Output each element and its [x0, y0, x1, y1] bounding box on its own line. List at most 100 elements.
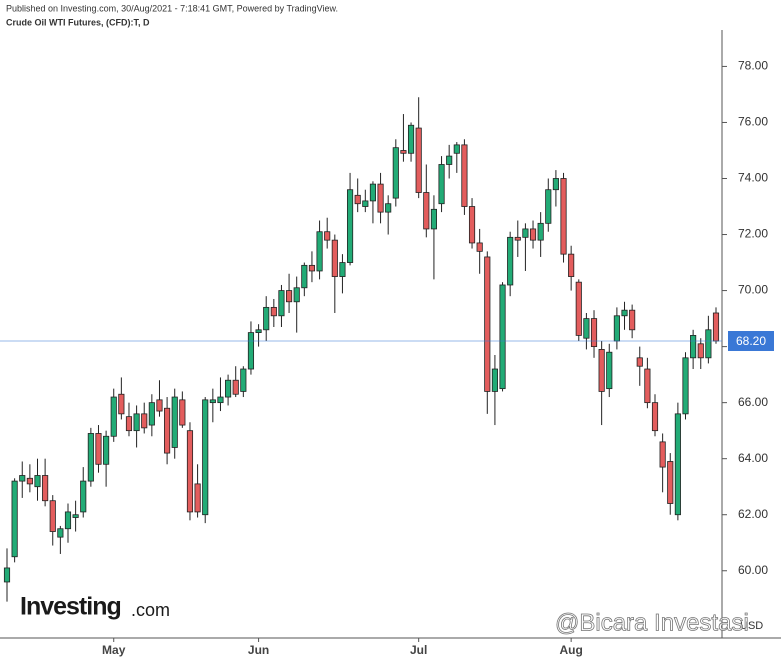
candle-body	[461, 144, 468, 207]
candle-body	[80, 480, 87, 513]
candle-body	[651, 402, 659, 432]
x-tick-label: Jun	[248, 643, 269, 657]
candle-body	[49, 500, 56, 532]
candle-body	[583, 318, 590, 339]
candle-body	[316, 231, 323, 272]
candle-body	[301, 264, 308, 289]
y-tick-label: 74.00	[738, 171, 768, 185]
candle-body	[400, 150, 407, 154]
candle-body	[697, 343, 704, 359]
logo: Investing	[20, 593, 121, 621]
candle-body	[156, 399, 163, 412]
candle-body	[629, 309, 636, 331]
candle-body	[26, 477, 33, 485]
candle-body	[34, 475, 41, 488]
candle-body	[674, 413, 681, 516]
candle-body	[331, 239, 338, 277]
candle-body	[690, 335, 697, 359]
candle-body	[568, 253, 575, 277]
candle-body	[415, 127, 422, 193]
candle-body	[308, 264, 316, 272]
candle-body	[385, 203, 392, 213]
candle-body	[354, 194, 361, 205]
candle-body	[438, 164, 445, 205]
candle-body	[575, 281, 582, 336]
last-price-box	[728, 331, 774, 352]
candle-body	[529, 228, 537, 241]
candle-body	[225, 379, 232, 398]
y-tick-label: 78.00	[738, 59, 768, 73]
last-price-label: 68.20	[736, 334, 766, 348]
candle-body	[194, 483, 201, 513]
y-tick-label: 70.00	[738, 283, 768, 297]
chart-title: Crude Oil WTI Futures, (CFD):T, D	[6, 17, 150, 27]
candle-body	[598, 349, 605, 392]
candle-body	[621, 309, 628, 317]
candle-body	[377, 183, 384, 213]
candle-body	[339, 262, 346, 277]
candle-body	[682, 357, 689, 415]
candle-body	[522, 228, 529, 238]
candle-body	[171, 396, 178, 448]
currency-label: USD	[740, 620, 763, 632]
candle-body	[64, 511, 72, 530]
candle-body	[484, 256, 491, 392]
candle-body	[148, 402, 155, 426]
candle-body	[19, 475, 26, 482]
candle-body	[644, 368, 651, 404]
candle-body	[552, 178, 559, 191]
candle-body	[72, 514, 79, 518]
logo-suffix: .com	[131, 600, 170, 620]
watermark: @Bicara Investasi	[555, 609, 749, 636]
candle-body	[407, 124, 415, 154]
candle-body	[202, 399, 209, 516]
y-tick-label: 76.00	[738, 115, 768, 129]
x-tick-label: Jul	[410, 643, 427, 657]
x-tick-label: Aug	[559, 643, 582, 657]
candle-body	[590, 318, 598, 348]
candle-body	[659, 441, 666, 468]
candle-body	[423, 192, 430, 230]
candle-body	[255, 329, 262, 333]
candle-body	[324, 231, 331, 241]
candle-body	[491, 368, 498, 392]
x-tick-label: May	[102, 643, 126, 657]
candle-body	[667, 461, 674, 504]
candle-body	[232, 379, 239, 395]
candle-body	[42, 475, 49, 502]
candle-body	[369, 183, 377, 202]
candle-body	[293, 287, 300, 303]
candle-body	[133, 413, 140, 432]
candle-body	[87, 433, 94, 482]
candle-body	[636, 357, 643, 367]
candle-body	[186, 430, 194, 513]
candle-body	[270, 306, 277, 317]
y-tick-label: 60.00	[738, 563, 768, 577]
candle-body	[118, 393, 125, 415]
candle-body	[217, 396, 224, 404]
candle-body	[57, 528, 64, 538]
candle-body	[705, 329, 712, 359]
candle-body	[103, 435, 110, 465]
publisher-note: Published on Investing.com, 30/Aug/2021 …	[6, 3, 338, 13]
y-tick-label: 62.00	[738, 507, 768, 521]
candle-body	[209, 399, 216, 404]
candle-body	[125, 416, 133, 432]
candle-body	[278, 290, 285, 317]
candle-body	[606, 351, 613, 390]
candle-body	[476, 242, 483, 252]
candle-body	[240, 368, 247, 392]
candle-body	[95, 433, 102, 465]
candle-body	[560, 178, 567, 255]
candle-body	[110, 396, 117, 437]
candle-body	[164, 407, 171, 454]
candle-body	[453, 144, 460, 154]
candle-body	[179, 399, 186, 426]
candle-body	[141, 413, 148, 429]
candle-body	[247, 332, 255, 370]
candle-body	[3, 567, 11, 583]
candle-body	[346, 189, 354, 263]
candle-body	[499, 284, 506, 390]
